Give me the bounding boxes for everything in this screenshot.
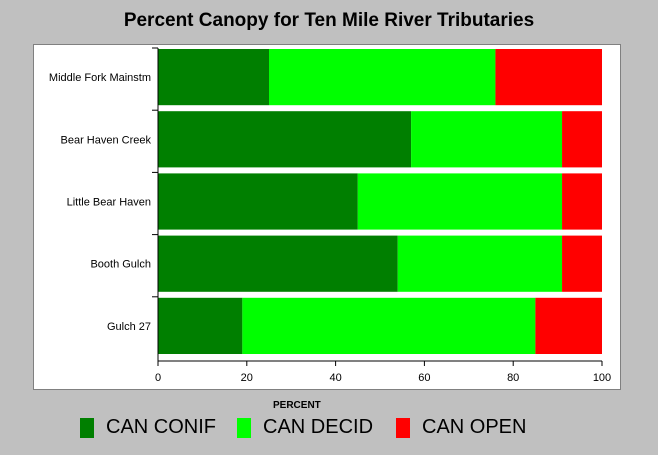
bar-segment	[242, 297, 536, 354]
y-tick-label: Booth Gulch	[90, 259, 151, 271]
bar-segment	[158, 297, 243, 354]
bar-segment	[411, 111, 563, 168]
bar-segment	[158, 111, 412, 168]
x-tick-label: 80	[507, 372, 519, 384]
y-tick-label: Middle Fork Mainstm	[49, 72, 151, 84]
bar-segment	[158, 49, 269, 106]
y-tick-label: Bear Haven Creek	[61, 134, 152, 146]
bar-segment	[535, 297, 602, 354]
bar-segment	[562, 111, 602, 168]
x-tick-label: 0	[155, 372, 161, 384]
bar-segment	[562, 235, 602, 292]
x-tick-label: 100	[593, 372, 611, 384]
bar-segment	[357, 173, 563, 230]
bar-segment	[562, 173, 602, 230]
bar-segment	[495, 49, 602, 106]
chart-title: Percent Canopy for Ten Mile River Tribut…	[123, 10, 535, 31]
bar-segment	[269, 49, 496, 106]
bar-segment	[397, 235, 563, 292]
y-tick-label: Little Bear Haven	[67, 197, 151, 209]
x-tick-label: 40	[329, 372, 341, 384]
y-tick-label: Gulch 27	[107, 321, 151, 333]
x-tick-label: 20	[241, 372, 253, 384]
bar-segment	[158, 173, 358, 230]
x-tick-label: 60	[418, 372, 430, 384]
bar-segment	[158, 235, 398, 292]
x-axis-label: PERCENT	[273, 400, 321, 411]
